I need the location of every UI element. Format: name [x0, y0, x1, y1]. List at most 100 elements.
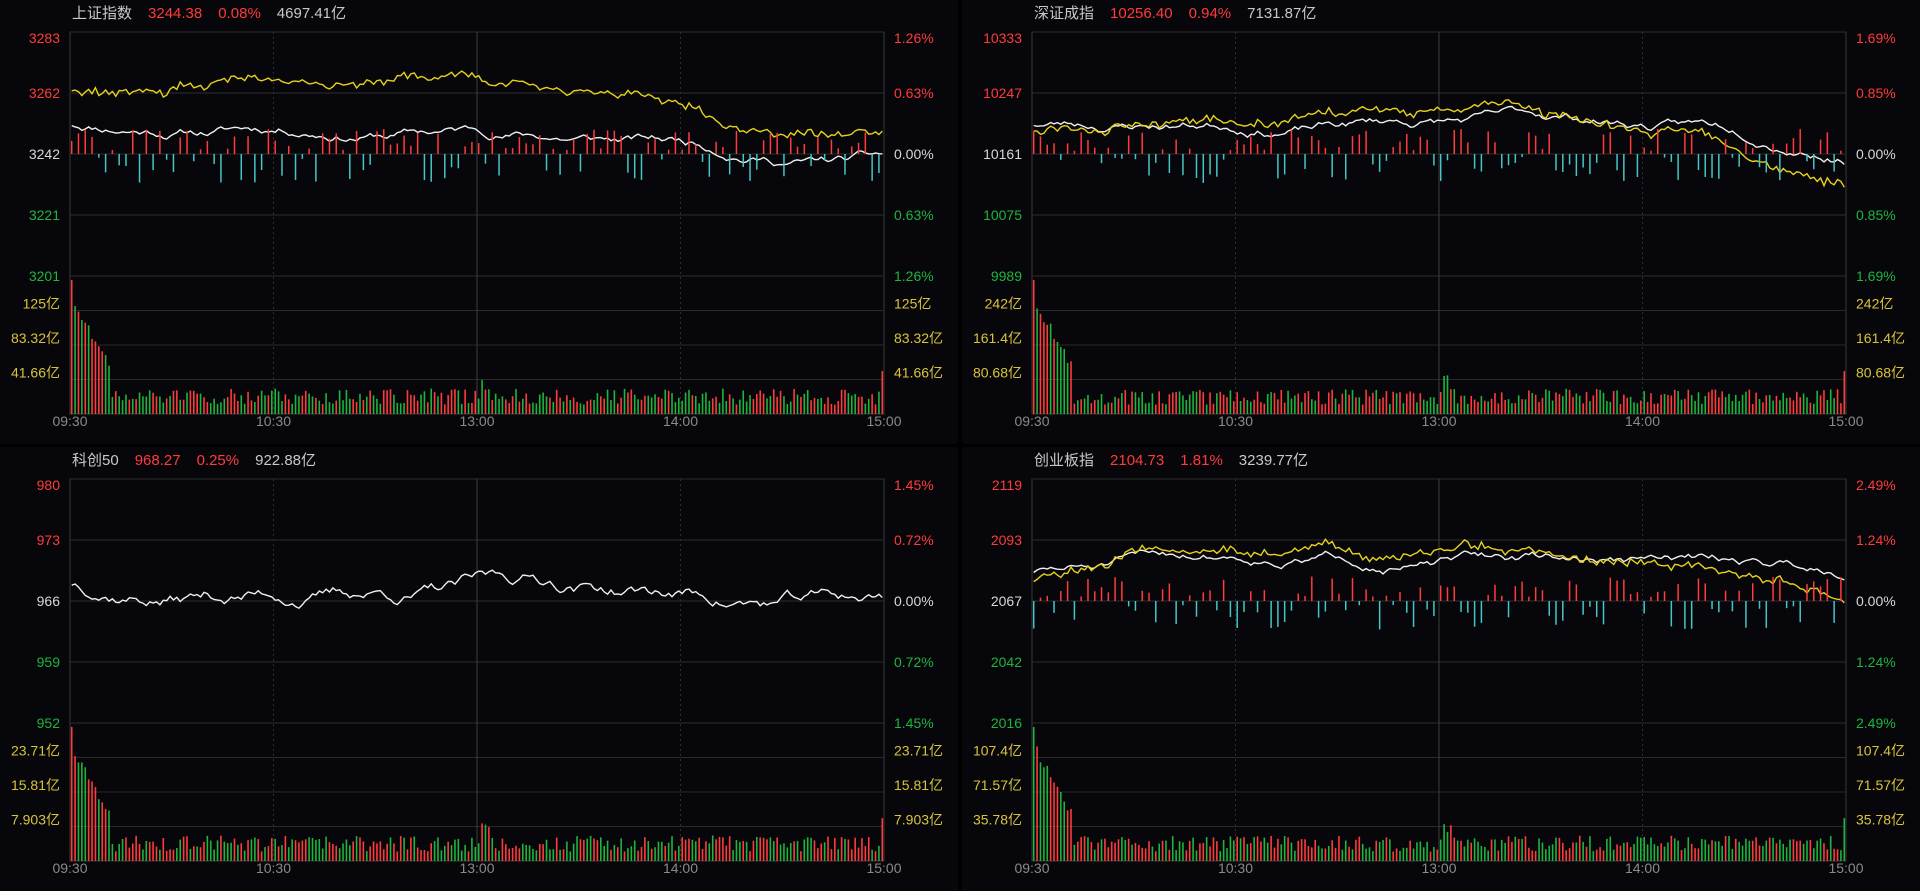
price-axis-label: 3201	[29, 268, 60, 284]
index-change-pct: 0.25%	[196, 452, 240, 469]
index-name: 深证成指	[1034, 5, 1095, 22]
pct-axis-label: 1.45%	[894, 477, 934, 493]
panel-header: 上证指数 3244.38 0.08% 4697.41亿	[72, 6, 346, 22]
volume-axis-label: 242亿	[1856, 296, 1893, 312]
panel-header: 创业板指 2104.73 1.81% 3239.77亿	[1034, 453, 1308, 469]
pct-axis-label: 0.00%	[1856, 593, 1896, 609]
pct-axis-label: 0.00%	[1856, 146, 1896, 162]
pct-axis-label: 0.00%	[894, 593, 934, 609]
pct-axis-label: 2.49%	[1856, 477, 1896, 493]
price-line	[71, 569, 883, 610]
price-axis-label: 3283	[29, 30, 60, 46]
price-axis-label: 2093	[991, 532, 1022, 548]
avg-price-line	[1033, 537, 1845, 604]
volume-axis-label: 242亿	[985, 296, 1022, 312]
index-change-pct: 0.94%	[1188, 5, 1232, 22]
time-axis-label: 15:00	[866, 413, 901, 429]
volume-axis-label: 83.32亿	[894, 330, 943, 346]
index-panel-sse[interactable]: 3283 3262 3242 3221 3201 1.26% 0.63% 0.00% 0.63%…	[0, 0, 958, 444]
volume-axis-label: 125亿	[894, 296, 931, 312]
volume-axis-label: 15.81亿	[11, 777, 60, 793]
volume-axis-label: 71.57亿	[973, 777, 1022, 793]
volume-axis-label: 107.4亿	[973, 743, 1022, 759]
index-turnover: 922.88亿	[255, 452, 317, 469]
index-panel-chinext[interactable]: 2119 2093 2067 2042 2016 2.49% 1.24% 0.00% 1.24%…	[962, 447, 1920, 891]
time-axis-label: 09:30	[52, 860, 87, 876]
price-axis-label: 3242	[29, 146, 60, 162]
time-axis-label: 10:30	[1218, 413, 1253, 429]
volume-axis-label: 15.81亿	[894, 777, 943, 793]
price-axis-label: 973	[37, 532, 61, 548]
index-name: 科创50	[72, 452, 119, 469]
price-line	[71, 124, 883, 167]
chart-sse[interactable]: 3283 3262 3242 3221 3201 1.26% 0.63% 0.00% 0.63%…	[0, 0, 958, 444]
volume-axis-label: 35.78亿	[1856, 812, 1905, 828]
price-axis-label: 3221	[29, 207, 60, 223]
time-axis-label: 13:00	[1421, 860, 1456, 876]
pct-axis-label: 1.69%	[1856, 268, 1896, 284]
index-turnover: 7131.87亿	[1247, 5, 1317, 22]
index-turnover: 4697.41亿	[276, 5, 347, 22]
pct-axis-label: 1.26%	[894, 268, 934, 284]
index-panel-szse[interactable]: 10333 10247 10161 10075 9989 1.69% 0.85% 0.00% 0…	[962, 0, 1920, 444]
index-turnover: 3239.77亿	[1238, 452, 1309, 469]
price-axis-label: 10333	[983, 30, 1022, 46]
time-axis-label: 15:00	[866, 860, 901, 876]
volume-axis-label: 80.68亿	[973, 365, 1022, 381]
time-axis-label: 10:30	[256, 860, 291, 876]
price-line	[1033, 549, 1845, 581]
time-axis-label: 14:00	[1625, 860, 1660, 876]
pct-axis-label: 0.72%	[894, 654, 934, 670]
volume-axis-label: 23.71亿	[11, 743, 60, 759]
price-axis-label: 10075	[983, 207, 1022, 223]
volume-axis-label: 83.32亿	[11, 330, 60, 346]
time-axis-label: 15:00	[1828, 413, 1863, 429]
volume-axis-label: 80.68亿	[1856, 365, 1905, 381]
pct-axis-label: 1.69%	[1856, 30, 1896, 46]
time-axis-label: 13:00	[1421, 413, 1456, 429]
pct-axis-label: 0.72%	[894, 532, 934, 548]
time-axis-label: 13:00	[459, 860, 494, 876]
price-axis-label: 10161	[983, 146, 1022, 162]
price-axis-label: 980	[37, 477, 61, 493]
time-axis-label: 15:00	[1828, 860, 1863, 876]
price-axis-label: 952	[37, 715, 61, 731]
volume-axis-label: 23.71亿	[894, 743, 943, 759]
time-axis-label: 09:30	[52, 413, 87, 429]
chart-chinext[interactable]: 2119 2093 2067 2042 2016 2.49% 1.24% 0.00% 1.24%…	[962, 447, 1920, 891]
index-price: 3244.38	[148, 5, 203, 22]
pct-axis-label: 1.26%	[894, 30, 934, 46]
index-change-pct: 1.81%	[1180, 452, 1223, 469]
time-axis-label: 09:30	[1014, 413, 1049, 429]
index-name: 上证指数	[72, 5, 133, 22]
index-panel-star50[interactable]: 980 973 966 959 952 1.45% 0.72% 0.00% 0.72% 1.45%…	[0, 447, 958, 891]
panel-header: 深证成指 10256.40 0.94% 7131.87亿	[1034, 6, 1316, 22]
time-axis-label: 14:00	[663, 413, 698, 429]
price-line	[1033, 105, 1845, 165]
index-name: 创业板指	[1034, 452, 1095, 469]
pct-axis-label: 1.24%	[1856, 654, 1896, 670]
pct-axis-label: 0.85%	[1856, 85, 1896, 101]
price-axis-label: 2119	[992, 477, 1022, 493]
chart-szse[interactable]: 10333 10247 10161 10075 9989 1.69% 0.85% 0.00% 0…	[962, 0, 1920, 444]
pct-axis-label: 0.63%	[894, 207, 934, 223]
time-axis-label: 10:30	[256, 413, 291, 429]
volume-axis-label: 7.903亿	[11, 812, 60, 828]
index-price: 2104.73	[1110, 452, 1165, 469]
avg-price-line	[1033, 98, 1845, 188]
index-change-pct: 0.08%	[218, 5, 261, 22]
volume-axis-label: 71.57亿	[1856, 777, 1905, 793]
time-axis-label: 13:00	[459, 413, 494, 429]
volume-axis-label: 41.66亿	[894, 365, 943, 381]
chart-star50[interactable]: 980 973 966 959 952 1.45% 0.72% 0.00% 0.72% 1.45%…	[0, 447, 958, 891]
price-axis-label: 3262	[29, 85, 60, 101]
time-axis-label: 09:30	[1014, 860, 1049, 876]
pct-axis-label: 1.45%	[894, 715, 934, 731]
price-axis-label: 959	[37, 654, 61, 670]
panel-header: 科创50 968.27 0.25% 922.88亿	[72, 453, 316, 469]
pct-axis-label: 1.24%	[1856, 532, 1896, 548]
pct-axis-label: 0.00%	[894, 146, 934, 162]
time-axis-label: 14:00	[663, 860, 698, 876]
pct-axis-label: 0.85%	[1856, 207, 1896, 223]
